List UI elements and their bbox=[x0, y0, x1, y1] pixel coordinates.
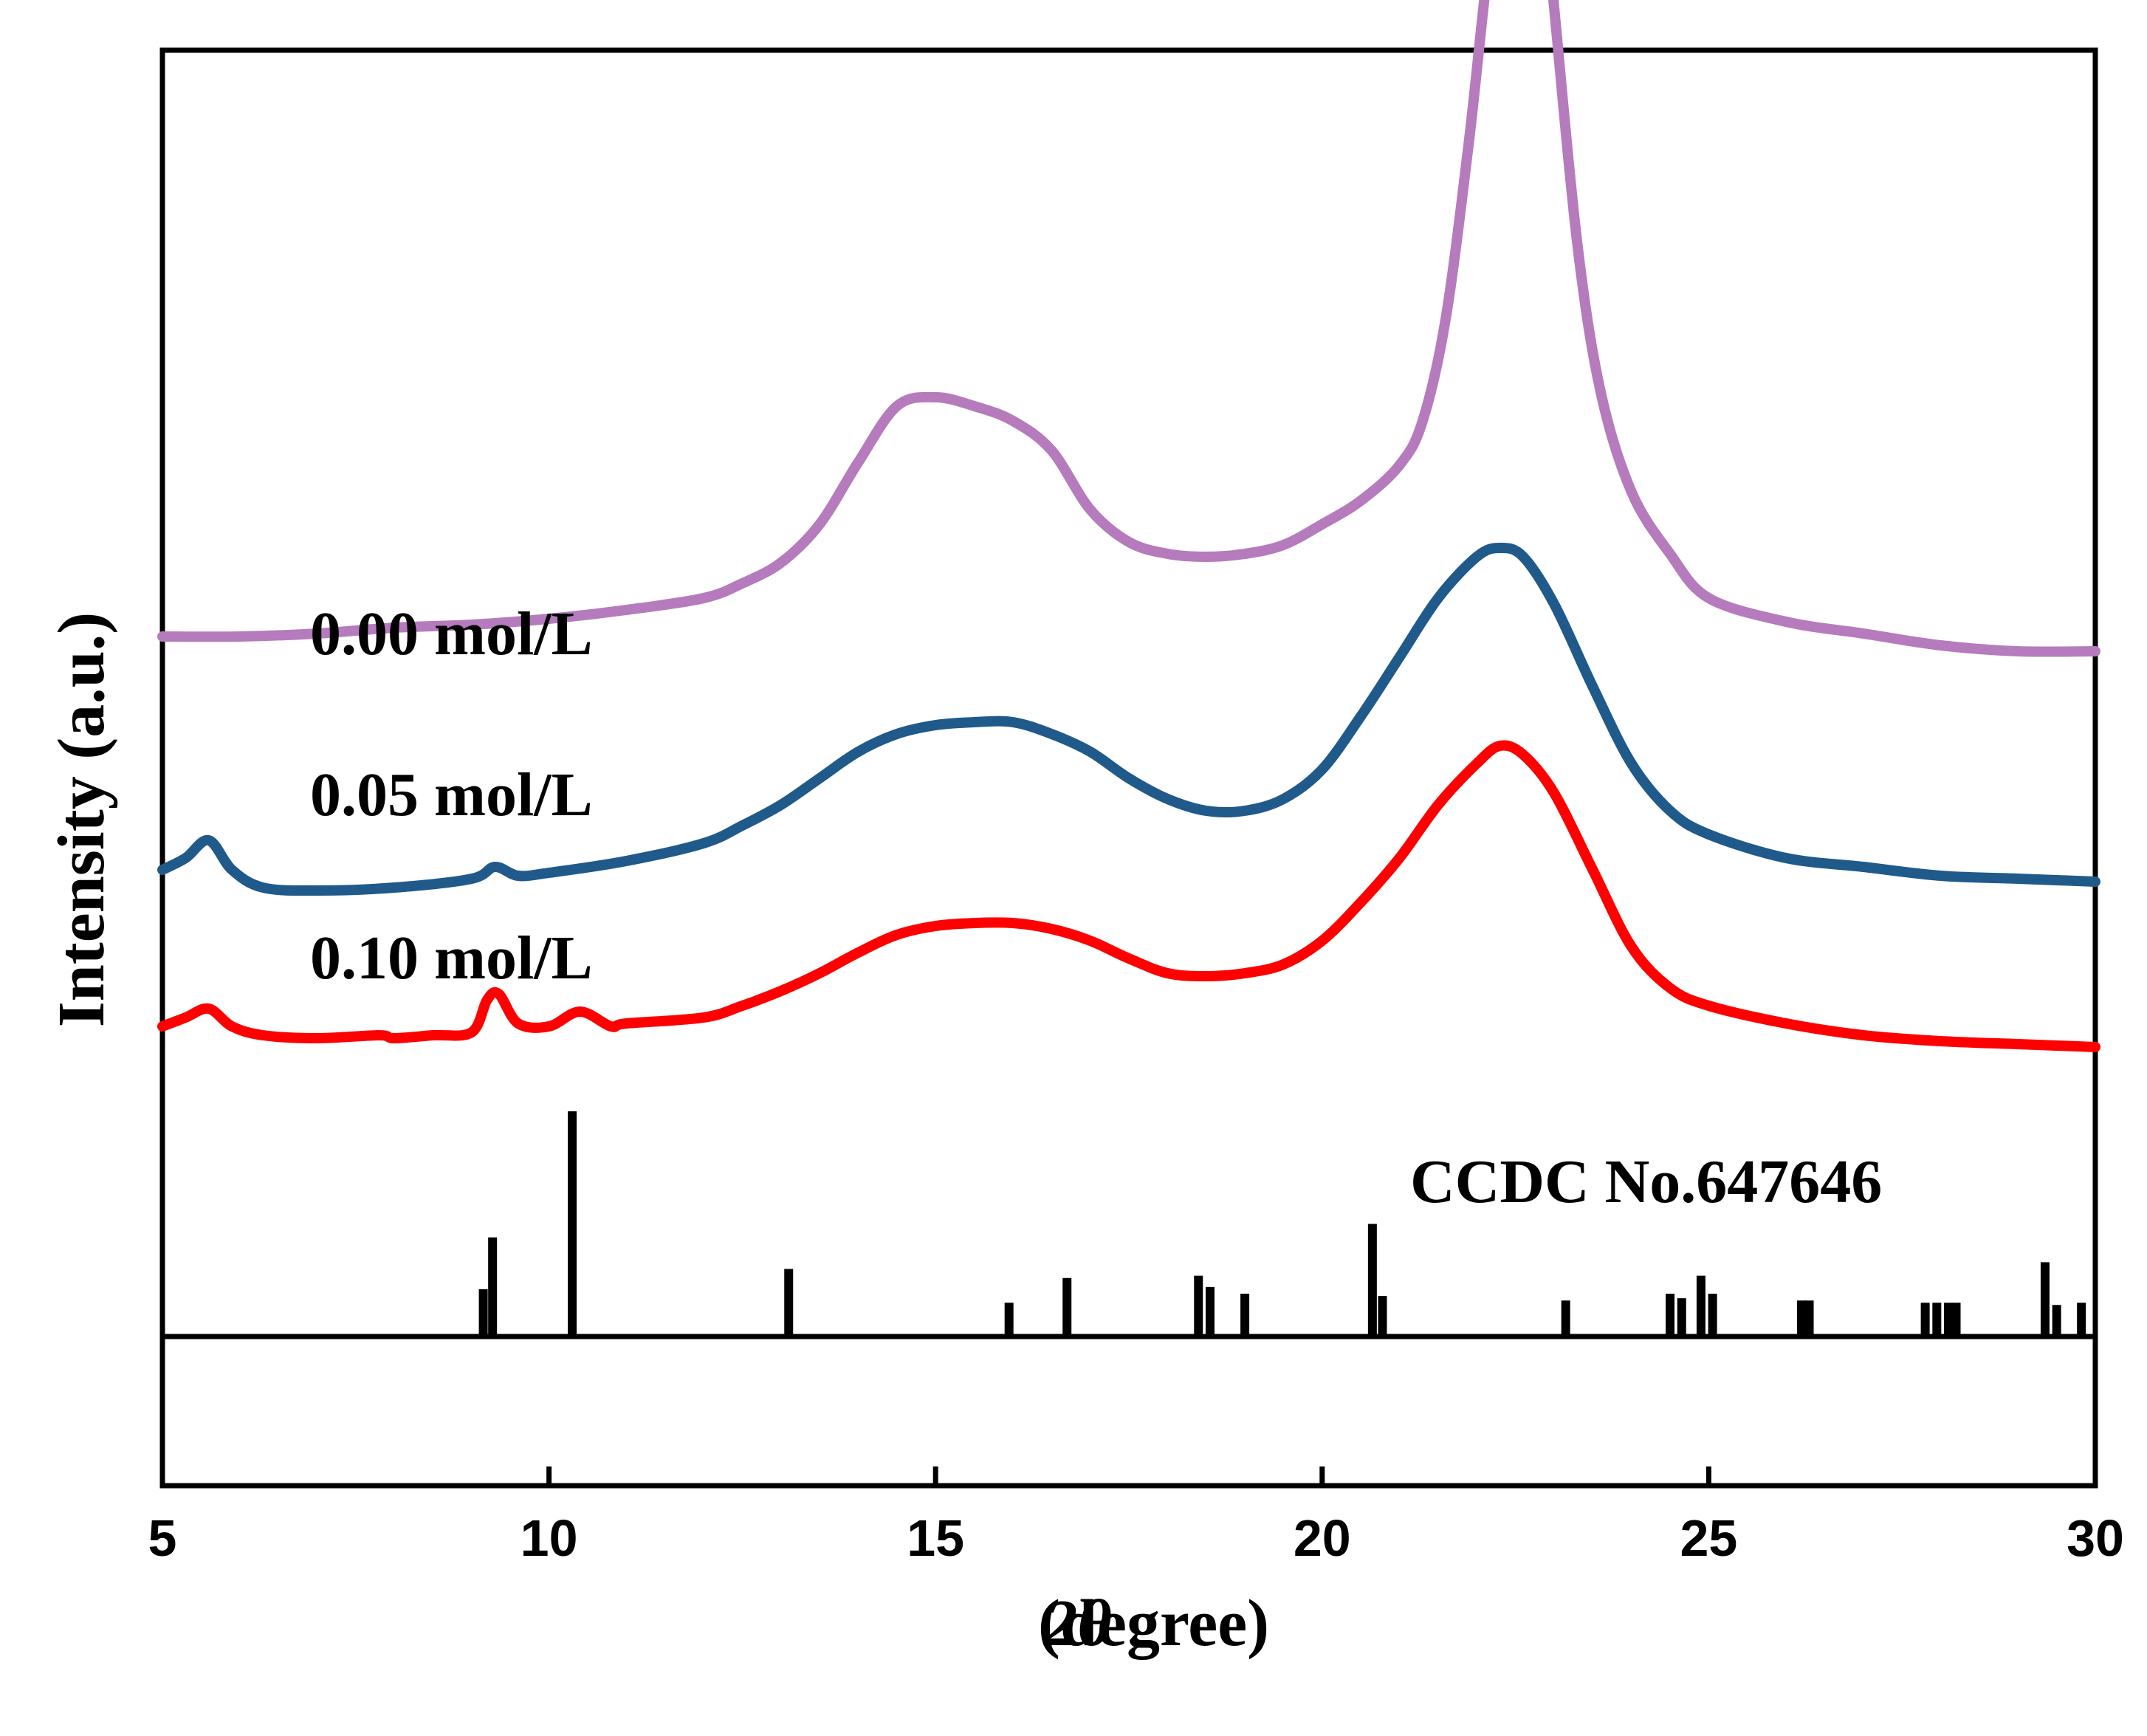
x-tick-label-25: 25 bbox=[1680, 1509, 1737, 1567]
series-label-0.10: 0.10 mol/L bbox=[310, 924, 593, 992]
series-label-0.05: 0.05 mol/L bbox=[310, 761, 593, 829]
x-tick-label-20: 20 bbox=[1294, 1509, 1351, 1567]
x-tick-label-10: 10 bbox=[521, 1509, 578, 1567]
series-label-0.00: 0.00 mol/L bbox=[310, 600, 593, 668]
x-tick-label-15: 15 bbox=[907, 1509, 964, 1567]
x-axis-symbol: 2θ bbox=[1042, 1587, 1112, 1660]
x-tick-label-5: 5 bbox=[148, 1509, 177, 1567]
reference-pattern bbox=[478, 1111, 2086, 1337]
series-layer bbox=[157, 0, 2100, 1052]
series-line-0 bbox=[157, 0, 2100, 657]
series-line-1 bbox=[157, 542, 2100, 896]
reference-label: CCDC No.647646 bbox=[1410, 1147, 1882, 1216]
x-axis-ticks: 5 10 15 20 25 30 bbox=[148, 1466, 2124, 1567]
series-line-2 bbox=[157, 740, 2100, 1052]
x-tick-label-30: 30 bbox=[2067, 1509, 2124, 1567]
x-axis-title: (degree) bbox=[1038, 1587, 1269, 1660]
series-labels: 0.00 mol/L 0.05 mol/L 0.10 mol/L bbox=[310, 600, 593, 992]
plot-border bbox=[159, 47, 2098, 1489]
y-axis-title: Intensity (a.u.) bbox=[45, 612, 118, 1028]
